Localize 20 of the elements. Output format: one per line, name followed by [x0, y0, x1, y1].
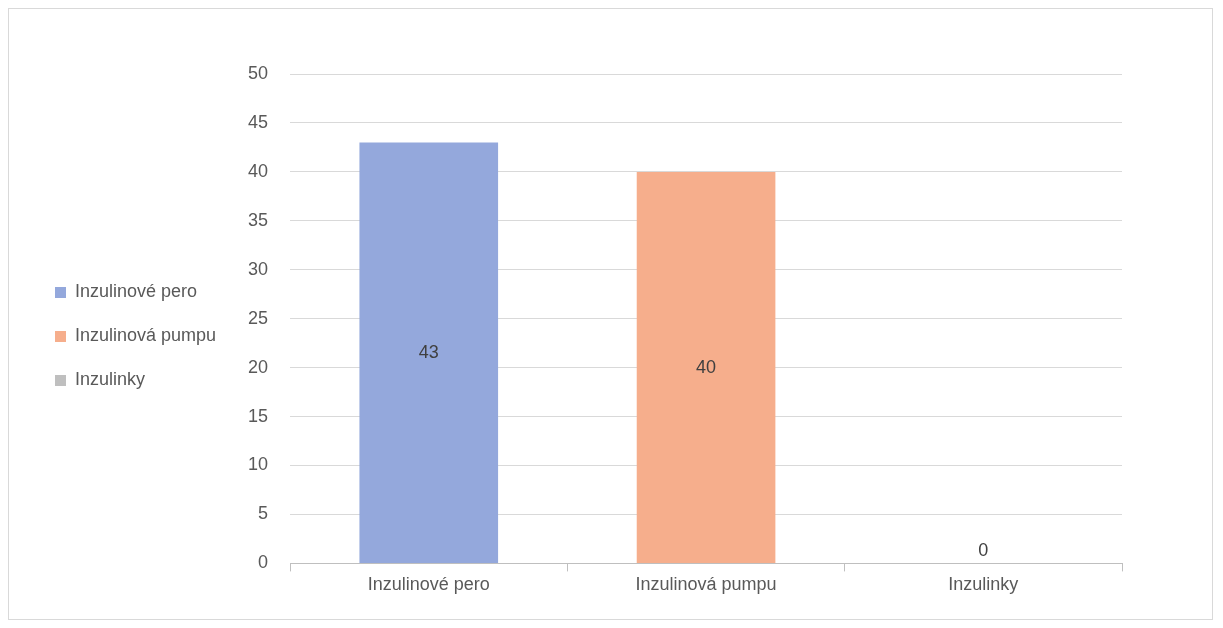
y-tick-label: 35 — [248, 209, 269, 230]
y-tick-label: 10 — [248, 454, 269, 475]
y-tick-label: 15 — [248, 405, 269, 426]
y-tick-label: 40 — [248, 160, 269, 181]
data-label: 0 — [978, 540, 989, 561]
y-tick-label: 0 — [258, 552, 269, 573]
data-label: 43 — [418, 341, 439, 362]
x-tick-label: Inzulinky — [948, 574, 1019, 595]
x-tick-label: Inzulinové pero — [367, 574, 490, 595]
x-tick-label: Inzulinová pumpu — [635, 574, 777, 595]
y-tick-label: 20 — [248, 356, 269, 377]
legend-label: Inzulinky — [75, 369, 146, 390]
legend-label: Inzulinová pumpu — [75, 325, 217, 346]
y-tick-label: 50 — [248, 62, 269, 83]
data-label: 40 — [696, 356, 717, 377]
legend-label: Inzulinové pero — [75, 281, 198, 302]
y-tick-label: 45 — [248, 111, 269, 132]
y-tick-label: 5 — [258, 503, 269, 524]
y-tick-label: 30 — [248, 258, 269, 279]
y-tick-label: 25 — [248, 307, 269, 328]
